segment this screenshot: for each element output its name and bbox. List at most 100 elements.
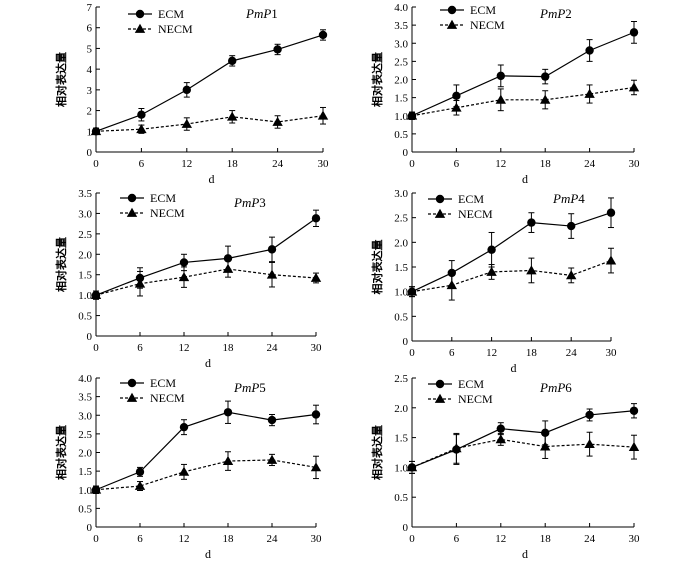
data-point (178, 271, 190, 282)
y-tick-label: 2.0 (78, 249, 92, 261)
y-tick-label: 0.5 (394, 129, 408, 141)
x-tick-label: 30 (629, 533, 641, 545)
data-point (567, 221, 576, 231)
data-point (451, 102, 462, 112)
data-point (179, 422, 189, 432)
data-point (310, 462, 322, 472)
y-tick-label: 1.0 (78, 485, 92, 497)
legend-label: NECM (458, 392, 493, 406)
x-tick-label: 0 (409, 533, 415, 545)
x-tick-label: 30 (318, 158, 330, 170)
data-point (135, 467, 145, 477)
y-tick-label: 1.0 (394, 287, 408, 299)
data-point (486, 266, 497, 276)
data-point (267, 245, 277, 254)
data-point (227, 111, 238, 121)
data-point (179, 258, 189, 267)
y-tick-label: 1.5 (394, 93, 408, 105)
data-point (90, 126, 102, 136)
y-tick-label: 2.5 (394, 56, 408, 68)
y-tick-label: 2.5 (394, 373, 408, 385)
legend-marker (126, 207, 138, 217)
x-tick-label: 30 (311, 342, 323, 354)
series-line (411, 86, 635, 117)
chart-title-prefix: PmP (233, 380, 259, 395)
data-point (487, 245, 496, 254)
data-point (178, 466, 190, 476)
series-necm (90, 260, 322, 300)
y-tick-label: 0 (87, 331, 93, 343)
data-point (526, 265, 537, 275)
x-tick-label: 0 (409, 347, 415, 359)
x-tick-label: 24 (267, 533, 279, 545)
y-tick-label: 3.5 (78, 188, 92, 200)
series-line (411, 438, 635, 468)
data-point (584, 88, 595, 98)
series-line (95, 115, 324, 132)
y-tick-label: 1.5 (394, 433, 408, 445)
x-tick-label: 12 (179, 533, 190, 545)
x-axis-label: d (209, 172, 215, 186)
y-tick-label: 6 (87, 23, 93, 35)
x-tick-label: 0 (409, 158, 415, 170)
data-point (629, 406, 639, 415)
x-axis-label: d (522, 547, 528, 561)
chart-title-number: 6 (565, 380, 572, 395)
y-tick-label: 5 (87, 43, 93, 55)
y-tick-label: 4 (87, 64, 93, 76)
data-point (272, 116, 283, 126)
series-line (411, 260, 612, 293)
y-tick-label: 3.0 (394, 188, 408, 200)
x-tick-label: 6 (449, 347, 455, 359)
chart-title-number: 5 (259, 380, 266, 395)
series-line (95, 268, 317, 296)
y-tick-label: 2.0 (394, 403, 408, 415)
chart-title-number: 4 (578, 191, 585, 206)
y-tick-label: 0 (403, 522, 409, 534)
chart-panel-5: 0 0.5 1.0 1.5 2.0 2.5 3.0 3.5 4.0 0 6 12 18 24 30 d 相对表达… (54, 373, 322, 561)
series-line (95, 459, 317, 491)
y-tick-label: 2.0 (394, 237, 408, 249)
legend-marker (134, 23, 146, 33)
x-tick-label: 6 (139, 158, 145, 170)
x-axis-label: d (511, 361, 517, 375)
legend-marker (435, 194, 445, 204)
chart-title: PmP2 (539, 6, 572, 21)
data-point (540, 94, 551, 104)
data-point (584, 438, 595, 449)
data-point (406, 110, 418, 120)
x-tick-label: 18 (223, 342, 235, 354)
series-necm (90, 106, 329, 136)
data-point (605, 255, 617, 265)
chart-title: PmP6 (539, 380, 572, 395)
series-line (95, 411, 317, 491)
data-point (446, 280, 457, 290)
y-tick-label: 3.0 (78, 410, 92, 422)
legend-marker (127, 378, 137, 388)
chart-title: PmP3 (233, 195, 266, 210)
series-ecm (91, 29, 328, 136)
x-tick-label: 0 (93, 342, 99, 354)
y-tick-label: 0.5 (78, 311, 92, 323)
chart-panel-4: 0 0.5 1.0 1.5 2.0 2.5 3.0 0 6 12 18 24 30 d 相对表达量 ECMNE… (370, 188, 617, 375)
y-tick-label: 3.0 (394, 38, 408, 50)
y-tick-label: 1.0 (394, 111, 408, 123)
series-necm (406, 247, 617, 301)
y-tick-label: 0.5 (78, 503, 92, 515)
legend-label: ECM (150, 376, 176, 390)
data-point (222, 263, 234, 273)
x-tick-label: 6 (137, 533, 143, 545)
series-necm (90, 451, 322, 494)
y-tick-label: 0.5 (394, 492, 408, 504)
y-tick-label: 0 (403, 147, 409, 159)
x-tick-label: 12 (495, 533, 506, 545)
x-tick-label: 30 (311, 533, 323, 545)
series-ecm (91, 400, 321, 494)
